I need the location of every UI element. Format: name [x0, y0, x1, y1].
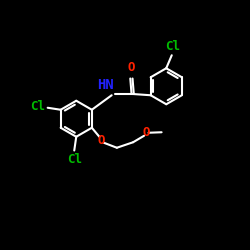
Text: HN: HN	[97, 78, 114, 92]
Text: O: O	[98, 134, 105, 147]
Text: Cl: Cl	[166, 40, 180, 53]
Text: Cl: Cl	[30, 100, 45, 113]
Text: O: O	[128, 61, 135, 74]
Text: O: O	[142, 126, 150, 139]
Text: Cl: Cl	[67, 153, 82, 166]
